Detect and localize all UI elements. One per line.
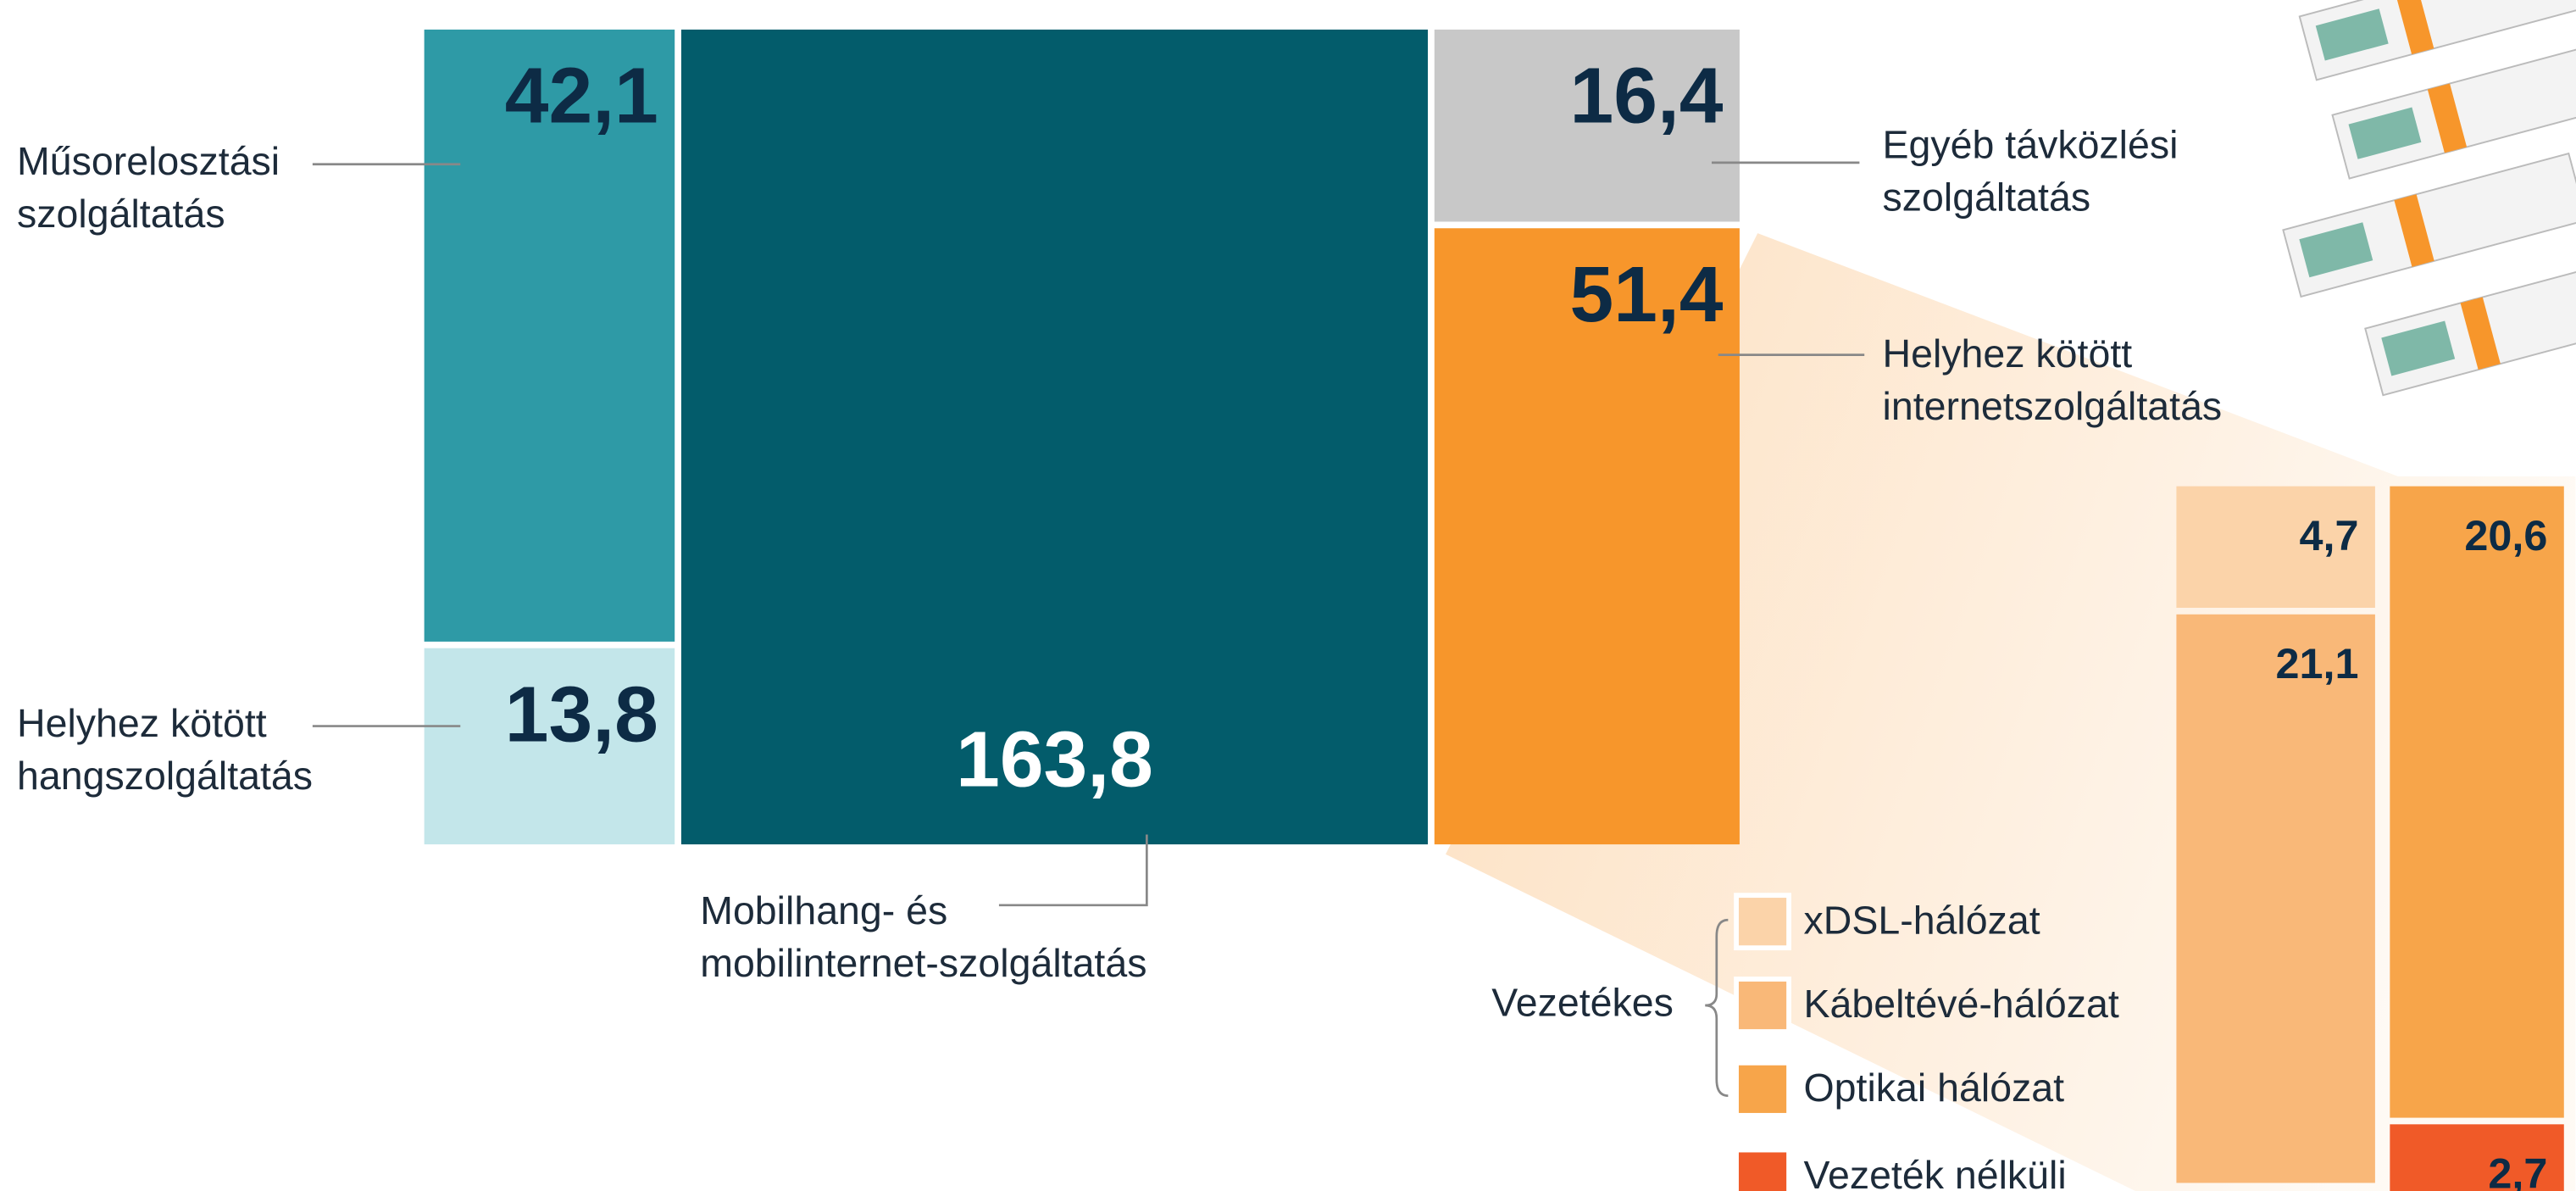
category-label: internetszolgáltatás: [1883, 384, 2223, 428]
value-label: 163,8: [956, 715, 1153, 804]
block: [2390, 487, 2563, 1118]
value-label: 20,6: [2464, 511, 2547, 559]
legend-swatch: [1736, 979, 1789, 1032]
category-label: szolgáltatás: [1883, 175, 2091, 220]
category-label: mobilinternet-szolgáltatás: [700, 941, 1146, 985]
value-label: 16,4: [1570, 52, 1724, 140]
legend-label: Vezeték nélküli: [1804, 1153, 2067, 1191]
legend-label: Kábeltévé-hálózat: [1804, 982, 2119, 1026]
value-label: 42,1: [505, 52, 658, 140]
category-label: szolgáltatás: [17, 192, 225, 236]
category-label: Egyéb távközlési: [1883, 123, 2179, 167]
category-label: Műsorelosztási: [17, 139, 280, 183]
legend-swatch: [1736, 1063, 1789, 1116]
value-label: 13,8: [505, 670, 658, 758]
money-illustration: [2283, 0, 2576, 395]
legend-label: xDSL-hálózat: [1804, 898, 2040, 942]
legend-swatch: [1736, 1150, 1789, 1191]
category-label: Helyhez kötött: [1883, 331, 2133, 376]
legend-swatch: [1736, 895, 1789, 948]
value-label: 2,7: [2488, 1149, 2547, 1191]
block: [2176, 615, 2374, 1183]
legend-group-label: Vezetékes: [1491, 980, 1674, 1024]
value-label: 51,4: [1570, 250, 1724, 338]
category-label: hangszolgáltatás: [17, 754, 313, 798]
category-label: Mobilhang- és: [700, 888, 947, 932]
legend-label: Optikai hálózat: [1804, 1066, 2065, 1110]
value-label: 21,1: [2275, 639, 2358, 687]
value-label: 4,7: [2299, 511, 2358, 559]
category-label: Helyhez kötött: [17, 701, 267, 745]
chart: 42,1 Műsorelosztási szolgáltatás 13,8 Helyhe…: [0, 0, 2576, 1191]
leader-line: [999, 834, 1146, 904]
